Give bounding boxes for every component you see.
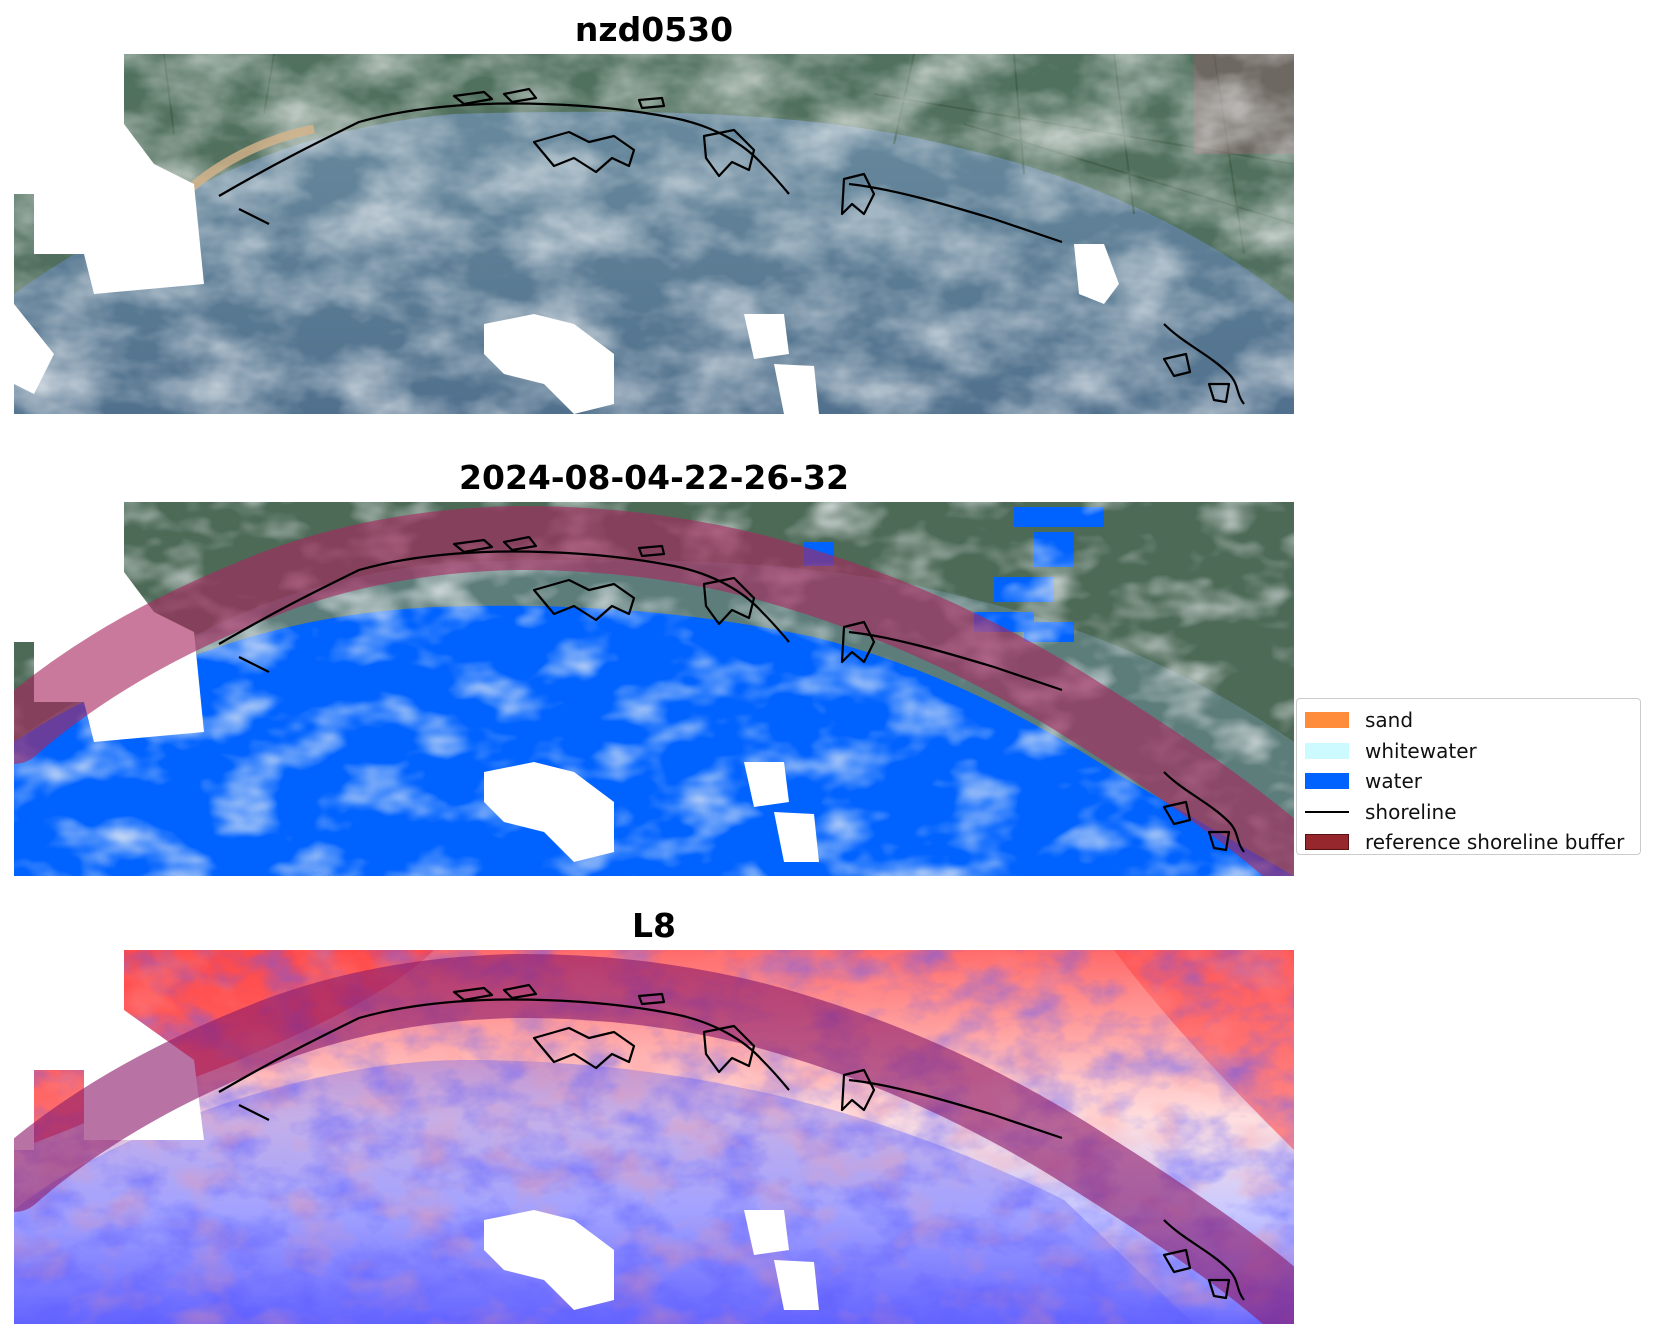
legend-swatch-shoreline (1305, 810, 1349, 813)
legend-swatch-sand (1305, 712, 1349, 729)
shoreline-contour-2 (218, 535, 1245, 853)
panel-2-classified-image (14, 502, 1294, 876)
legend-label-whitewater: whitewater (1365, 738, 1477, 763)
legend-item-whitewater: whitewater (1305, 736, 1640, 767)
legend-label-reference-shoreline-buffer: reference shoreline buffer (1365, 830, 1625, 855)
legend-item-reference-shoreline-buffer: reference shoreline buffer (1305, 827, 1640, 858)
legend-item-sand: sand (1305, 705, 1640, 736)
shoreline-contour-3 (218, 983, 1245, 1301)
cloud-layer (14, 54, 1294, 428)
legend-item-water: water (1305, 766, 1640, 797)
legend-item-shoreline: shoreline (1305, 797, 1640, 828)
panel-2-title: 2024-08-04-22-26-32 (459, 458, 849, 497)
legend-label-shoreline: shoreline (1365, 799, 1457, 824)
legend-swatch-whitewater (1305, 742, 1349, 759)
reference-shoreline-buffer (14, 953, 1294, 1324)
legend: sand whitewater water shoreline referenc… (1296, 698, 1641, 855)
panel-1-title: nzd0530 (574, 10, 734, 49)
legend-label-sand: sand (1365, 708, 1414, 733)
shoreline-contour-1 (218, 87, 1245, 405)
legend-label-water: water (1365, 769, 1422, 794)
panel-3-title: L8 (632, 906, 676, 945)
panel-3-index-image (14, 950, 1294, 1324)
legend-swatch-water (1305, 773, 1349, 790)
reference-shoreline-buffer (14, 505, 1294, 876)
legend-swatch-reference-shoreline-buffer (1305, 834, 1349, 851)
panel-1-rgb-image (14, 54, 1294, 428)
masked-cloud-areas (14, 54, 1294, 428)
